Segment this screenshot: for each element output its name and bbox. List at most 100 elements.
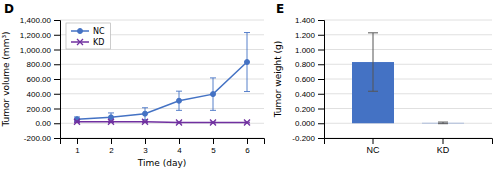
- y-axis-tick-label: 1,000.00: [20, 46, 52, 55]
- chart-root: -200.00 0.00 200.00 400.00 600.00 800.00 1,000…: [0, 0, 500, 170]
- y-axis-tick: 800.00: [27, 60, 60, 69]
- y-axis-tick-mark: [54, 64, 60, 65]
- panel: -0.200 0.000 0.200 0.400 0.600 0.800 1.000 1.20…: [273, 2, 493, 155]
- y-axis-tick-mark: [54, 123, 60, 124]
- y-axis-tick: 1.200: [295, 31, 324, 40]
- grid-line: [60, 79, 264, 80]
- error-bar: [176, 91, 182, 110]
- y-axis: -0.200 0.000 0.200 0.400 0.600 0.800 1.000 1.20…: [292, 16, 324, 143]
- x-axis-tick-label: 3: [143, 146, 148, 155]
- legend-box: [66, 23, 111, 49]
- y-axis-tick: -0.200: [292, 134, 324, 143]
- grid-line: [324, 34, 492, 35]
- y-axis-tick-label: 200.00: [27, 105, 52, 114]
- y-axis-tick: 0.000: [295, 119, 324, 128]
- error-bar: [368, 33, 378, 91]
- y-axis-tick-mark: [54, 109, 60, 110]
- point: [177, 98, 182, 103]
- y-axis-tick-mark: [54, 79, 60, 80]
- y-axis-tick-label: 0.800: [295, 60, 316, 69]
- x-axis-tick-mark: [111, 138, 112, 144]
- y-axis-tick: 1,400.00: [20, 16, 60, 25]
- y-axis-tick-mark: [318, 35, 324, 36]
- point: [210, 120, 216, 126]
- y-axis-tick-mark: [318, 94, 324, 95]
- y-axis-tick-label: 0.400: [295, 90, 316, 99]
- x-axis-tick-mark: [443, 138, 444, 144]
- y-axis-tick: 0.600: [295, 75, 324, 84]
- y-axis-tick: 0.200: [295, 105, 324, 114]
- line: [77, 121, 247, 123]
- series: [74, 119, 250, 126]
- legend-marker: [77, 39, 83, 45]
- y-axis-tick: -200.00: [24, 134, 60, 143]
- x-axis-tick-mark: [247, 138, 248, 144]
- error-bar: [210, 78, 216, 110]
- y-axis-tick: 0.00: [35, 119, 60, 128]
- x-axis-tick: 5: [211, 138, 216, 155]
- legend-marker: [78, 29, 83, 34]
- line: [77, 62, 247, 119]
- y-axis-tick: 600.00: [27, 75, 60, 84]
- grid-line: [60, 93, 264, 94]
- x-axis: 1 2 3 4 5 6: [61, 138, 265, 155]
- point: [143, 111, 148, 116]
- x-axis-tick-mark: [179, 138, 180, 144]
- y-axis-tick-label: 1.400: [295, 16, 316, 25]
- grid-line: [324, 20, 492, 21]
- grid-line: [324, 49, 492, 50]
- y-axis-tick-mark: [318, 50, 324, 51]
- error-bar-path: [210, 78, 216, 110]
- y-axis-line: [318, 21, 325, 139]
- grid-line: [324, 79, 492, 80]
- y-axis-tick: 1.400: [295, 16, 324, 25]
- x-axis-tick-label: 5: [211, 146, 216, 155]
- x-axis-tick: 4: [177, 138, 182, 155]
- x-axis-title: Time (day): [137, 158, 186, 168]
- y-axis-tick-label: 1,400.00: [20, 16, 52, 25]
- x-axis-tick-label: KD: [437, 145, 450, 155]
- x-axis-line: [325, 139, 493, 145]
- y-axis-tick-mark: [54, 50, 60, 51]
- grid-line: [324, 93, 492, 94]
- y-axis-tick-label: 0.00: [35, 119, 51, 128]
- y-axis-tick-mark: [318, 20, 324, 21]
- error-bar-path: [176, 91, 182, 110]
- series: [74, 33, 250, 122]
- panel: -200.00 0.00 200.00 400.00 600.00 800.00 1,000…: [1, 2, 265, 168]
- y-axis-tick-mark: [54, 20, 60, 21]
- error-bar-path: [142, 108, 148, 120]
- plot: -200.00 0.00 200.00 400.00 600.00 800.00 1,000…: [1, 16, 265, 168]
- point: [74, 119, 80, 125]
- x-axis-tick-mark: [77, 138, 78, 144]
- legend-label: KD: [93, 38, 104, 47]
- x-axis-tick: 6: [245, 138, 250, 155]
- y-axis-tick-mark: [318, 123, 324, 124]
- grid-line: [60, 64, 264, 65]
- y-axis-tick-mark: [54, 35, 60, 36]
- y-axis-line: [54, 21, 61, 139]
- error-bar: [142, 108, 148, 120]
- grid-line: [60, 108, 264, 109]
- x-axis-tick-label: 2: [109, 146, 114, 155]
- x-axis-tick-label: NC: [367, 145, 380, 155]
- y-axis-tick-label: 0.200: [295, 105, 316, 114]
- error-bar: [438, 122, 448, 124]
- chart-svg: -200.00 0.00 200.00 400.00 600.00 800.00 1,000…: [0, 0, 500, 170]
- x-axis-tick-mark: [145, 138, 146, 144]
- x-axis-tick: 2: [109, 138, 114, 155]
- y-axis-tick-label: 1.000: [295, 46, 316, 55]
- legend-entry: NC: [71, 27, 105, 36]
- plot: -0.200 0.000 0.200 0.400 0.600 0.800 1.000 1.20…: [273, 16, 493, 155]
- legend-entry: KD: [71, 38, 104, 47]
- x-axis-line: [61, 139, 265, 145]
- y-axis-tick-mark: [318, 138, 324, 139]
- y-axis-tick: 400.00: [27, 90, 60, 99]
- y-axis-tick: 1,000.00: [20, 46, 60, 55]
- y-axis-tick-label: 800.00: [27, 60, 52, 69]
- x-axis-tick-label: 1: [75, 146, 80, 155]
- bar: [422, 122, 464, 123]
- x-axis-tick-label: 6: [245, 146, 250, 155]
- grid: [324, 20, 492, 138]
- point: [142, 119, 148, 125]
